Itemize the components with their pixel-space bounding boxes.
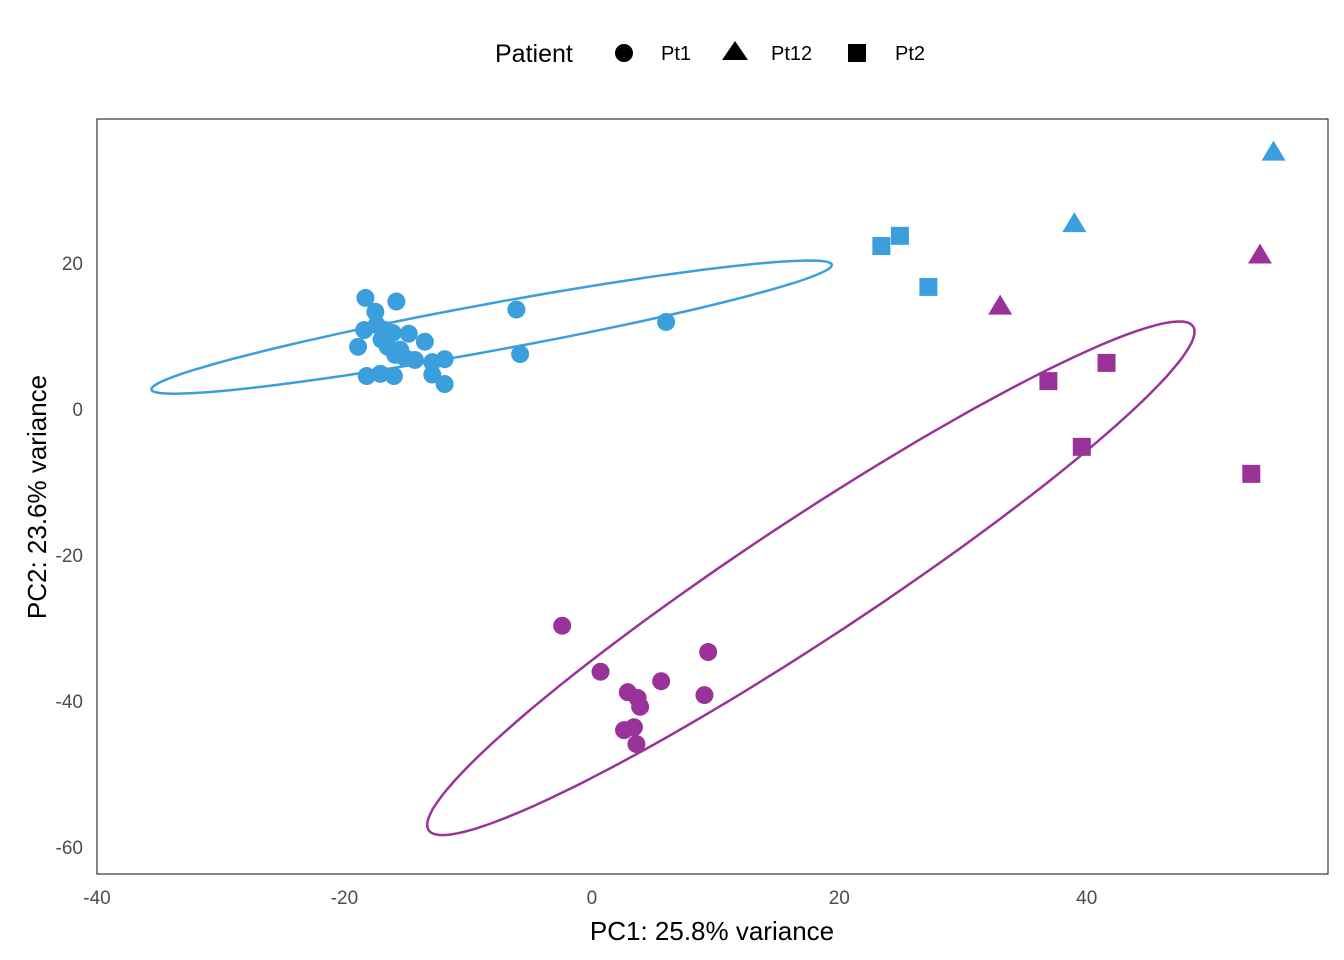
point-pt1 bbox=[511, 345, 530, 364]
legend-label-pt1: Pt1 bbox=[661, 43, 691, 65]
legend-title: Patient bbox=[495, 40, 573, 68]
point-pt12 bbox=[1261, 140, 1286, 161]
point-pt1 bbox=[357, 367, 376, 386]
point-pt12 bbox=[1062, 212, 1087, 233]
point-pt1 bbox=[695, 686, 714, 705]
point-pt1 bbox=[356, 288, 375, 307]
legend-label-pt2: Pt2 bbox=[895, 43, 925, 65]
point-pt1 bbox=[627, 735, 646, 754]
point-pt2 bbox=[919, 277, 938, 296]
point-pt1 bbox=[553, 616, 572, 635]
point-pt2 bbox=[872, 237, 891, 256]
point-pt12 bbox=[988, 294, 1013, 315]
x-tick-label: -40 bbox=[83, 888, 110, 909]
point-pt1 bbox=[631, 697, 650, 716]
ellipses bbox=[150, 259, 1196, 837]
legend-label-pt12: Pt12 bbox=[771, 43, 812, 65]
point-pt1 bbox=[349, 337, 368, 356]
point-pt1 bbox=[652, 672, 671, 691]
point-pt1 bbox=[423, 365, 442, 384]
point-pt1 bbox=[384, 367, 403, 386]
point-pt1 bbox=[435, 350, 454, 369]
confidence-ellipse bbox=[150, 259, 834, 395]
y-tick-label: 0 bbox=[72, 400, 83, 421]
legend: Patient Pt1 Pt12 Pt2 bbox=[495, 40, 925, 68]
legend-triangle-icon bbox=[722, 41, 748, 60]
x-tick-label: -20 bbox=[331, 888, 358, 909]
point-pt1 bbox=[399, 324, 418, 343]
point-pt2 bbox=[1072, 437, 1091, 456]
point-pt1 bbox=[624, 718, 643, 737]
point-pt1 bbox=[591, 662, 610, 681]
point-pt1 bbox=[507, 300, 526, 319]
x-tick-label: 40 bbox=[1076, 888, 1097, 909]
point-pt2 bbox=[890, 226, 909, 245]
point-pt2 bbox=[1242, 464, 1261, 483]
point-pt1 bbox=[366, 302, 385, 321]
point-pt1 bbox=[657, 312, 676, 331]
point-pt1 bbox=[371, 364, 390, 383]
y-axis: -60 -40 -20 0 20 bbox=[56, 254, 83, 859]
point-pt2 bbox=[1097, 353, 1116, 372]
points bbox=[349, 140, 1286, 754]
x-axis-label: PC1: 25.8% variance bbox=[590, 916, 834, 946]
point-pt1 bbox=[387, 292, 406, 311]
point-pt1 bbox=[699, 643, 718, 662]
y-axis-label: PC2: 23.6% variance bbox=[22, 375, 52, 619]
y-tick-label: -20 bbox=[56, 546, 83, 567]
confidence-ellipse bbox=[425, 320, 1196, 837]
y-tick-label: -40 bbox=[56, 692, 83, 713]
point-pt2 bbox=[1039, 372, 1058, 391]
legend-square-icon bbox=[848, 44, 866, 62]
point-pt1 bbox=[415, 332, 434, 351]
point-pt1 bbox=[391, 340, 410, 359]
point-pt1 bbox=[376, 321, 395, 340]
y-tick-label: 20 bbox=[62, 254, 83, 275]
plot-panel-border bbox=[96, 118, 1329, 875]
x-tick-label: 20 bbox=[829, 888, 850, 909]
y-tick-label: -60 bbox=[56, 838, 83, 859]
x-axis: -40 -20 0 20 40 bbox=[83, 888, 1097, 909]
x-tick-label: 0 bbox=[587, 888, 598, 909]
legend-circle-icon bbox=[615, 44, 633, 62]
point-pt1 bbox=[405, 350, 424, 369]
point-pt1 bbox=[435, 375, 454, 394]
point-pt12 bbox=[1247, 243, 1272, 264]
